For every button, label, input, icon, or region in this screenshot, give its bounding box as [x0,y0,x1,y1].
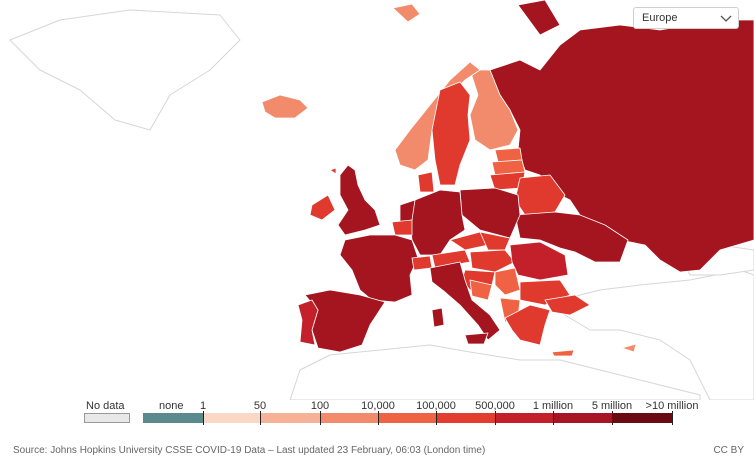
legend-swatch-last[interactable] [612,413,672,423]
legend-label-8: 5 million [591,400,633,412]
country-denmark[interactable] [417,171,435,193]
legend-no-data-swatch[interactable] [84,413,130,423]
country-cyprus[interactable] [621,343,637,353]
legend-label-5: 100,000 [416,400,456,412]
country-novaya-zemlya[interactable] [517,0,561,36]
legend-swatch-1[interactable] [203,413,260,423]
legend: No data none 1 50 100 10,000 100,000 500,000 1 … [0,398,754,428]
legend-swatch-3[interactable] [320,413,378,423]
country-sicily[interactable] [464,332,489,345]
region-select-label: Europe [642,12,678,24]
legend-swatch-2[interactable] [260,413,320,423]
legend-tick-4 [378,411,379,425]
legend-swatch-4[interactable] [378,413,436,423]
country-greece[interactable] [504,304,551,346]
country-faroe[interactable] [329,167,337,175]
legend-tick-2 [260,411,261,425]
legend-no-data-label: No data [86,400,125,412]
footer-license-link[interactable]: CC BY [713,445,744,456]
country-finland[interactable] [469,69,519,151]
country-iceland[interactable] [261,94,309,119]
country-belgium[interactable] [391,219,413,236]
legend-tick-7 [553,411,554,425]
country-switzerland[interactable] [411,255,433,271]
region-select[interactable]: Europe [633,7,739,29]
legend-tick-6 [495,411,496,425]
country-serbia[interactable] [494,267,521,296]
country-italy[interactable] [429,261,501,341]
country-germany[interactable] [409,189,466,256]
background-land [9,9,754,400]
legend-tick-9 [672,411,673,425]
countries [261,0,754,357]
legend-label-0: none [159,400,184,412]
legend-label-3: 100 [310,400,330,412]
country-poland[interactable] [459,187,521,239]
legend-label-7: 1 million [532,400,574,412]
country-france[interactable] [339,234,419,303]
legend-swatch-0[interactable] [143,413,203,423]
map-svg [9,0,754,400]
legend-label-6: 500,000 [475,400,515,412]
country-crete[interactable] [551,349,575,357]
legend-label-9: >10 million [645,400,699,412]
country-uk[interactable] [337,164,381,236]
greenland-outline [9,9,241,131]
legend-tick-1 [203,411,204,425]
footer-source: Source: Johns Hopkins University CSSE CO… [13,445,486,456]
country-sardinia[interactable] [431,307,445,328]
legend-tick-3 [320,411,321,425]
country-turkey-west[interactable] [544,294,591,316]
north-africa-outline [289,344,701,400]
middle-east-outline [559,269,754,400]
country-sweden[interactable] [431,81,471,186]
country-svalbard[interactable] [392,3,421,23]
legend-swatch-5[interactable] [436,413,495,423]
country-bosnia[interactable] [469,279,493,301]
legend-label-1: 1 [199,400,207,412]
chevron-down-icon [720,15,732,22]
legend-label-4: 10,000 [361,400,395,412]
country-hungary[interactable] [469,249,516,273]
country-portugal[interactable] [297,299,319,346]
country-ukraine[interactable] [514,211,629,263]
europe-map[interactable] [0,0,754,400]
legend-swatch-6[interactable] [495,413,553,423]
legend-tick-5 [436,411,437,425]
country-ireland[interactable] [309,194,336,221]
country-romania[interactable] [509,241,569,281]
country-spain[interactable] [304,289,386,353]
legend-swatch-7[interactable] [553,413,612,423]
legend-label-2: 50 [253,400,267,412]
